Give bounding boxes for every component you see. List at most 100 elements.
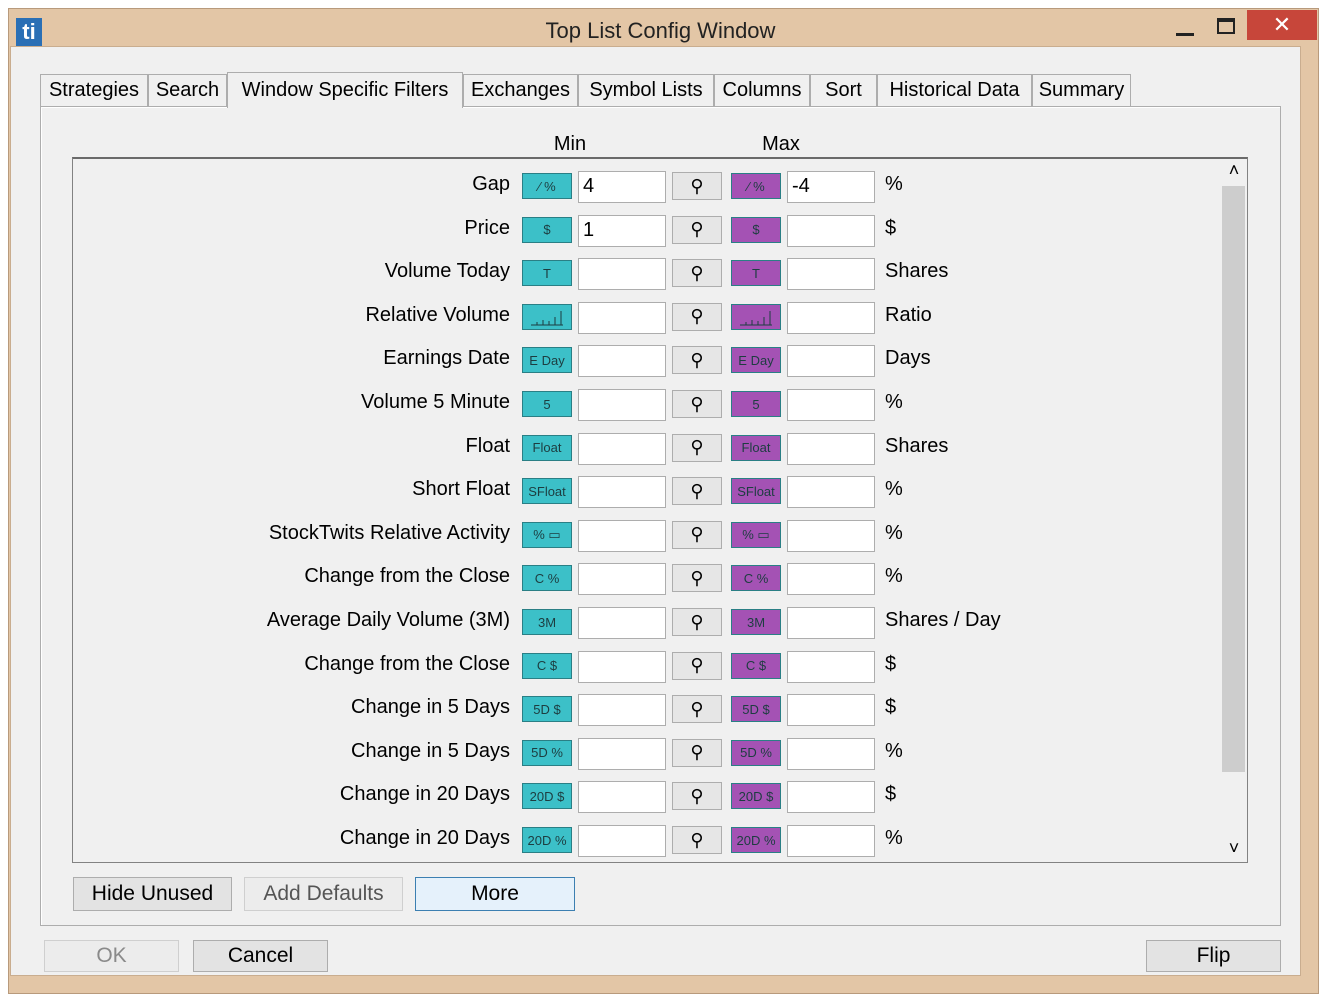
close-button[interactable]: ✕ [1247,10,1317,40]
search-button[interactable]: ⚲ [672,215,722,244]
max-icon[interactable]: 5D $ [731,696,781,723]
max-input[interactable] [787,345,875,378]
min-icon[interactable]: Float [522,434,572,461]
tab[interactable]: Symbol Lists [578,74,714,106]
max-input[interactable] [787,389,875,421]
tab[interactable]: Historical Data [877,74,1032,106]
max-icon[interactable]: 20D % [731,827,781,853]
max-icon[interactable]: 5D % [731,739,781,766]
max-icon[interactable] [731,303,781,330]
max-icon[interactable]: C $ [731,652,781,679]
max-icon[interactable]: E Day [731,347,781,374]
search-button[interactable]: ⚲ [672,477,722,506]
max-input[interactable] [787,737,875,770]
min-input[interactable] [578,563,666,596]
maximize-button[interactable] [1217,18,1235,34]
search-button[interactable]: ⚲ [672,259,722,288]
max-icon[interactable]: SFloat [731,478,781,505]
max-icon[interactable]: 5 [731,391,781,417]
min-input[interactable] [578,476,666,509]
max-icon[interactable]: Float [731,434,781,461]
flip-button[interactable]: Flip [1146,940,1281,972]
min-input[interactable] [578,825,666,857]
max-input[interactable] [787,519,875,552]
min-input[interactable] [578,389,666,421]
min-input[interactable] [578,432,666,465]
max-icon[interactable]: ⁄ % [731,173,781,199]
min-icon[interactable]: 5D % [522,739,572,766]
min-input[interactable] [578,781,666,814]
max-input[interactable] [787,781,875,814]
max-icon[interactable]: % ▭ [731,521,781,548]
max-icon[interactable]: 3M [731,609,781,635]
min-icon[interactable]: T [522,260,572,287]
search-button[interactable]: ⚲ [672,651,722,680]
search-button[interactable]: ⚲ [672,608,722,636]
search-button[interactable]: ⚲ [672,346,722,375]
min-icon[interactable]: 20D % [522,827,572,853]
max-input[interactable] [787,301,875,334]
max-input[interactable] [787,214,875,247]
min-icon[interactable] [522,303,572,330]
min-input[interactable] [578,650,666,683]
min-icon[interactable]: SFloat [522,478,572,505]
max-input[interactable] [787,694,875,727]
min-input[interactable] [578,345,666,378]
scroll-up[interactable]: ˄ [1228,160,1240,180]
cancel-button[interactable]: Cancel [193,940,328,972]
search-button[interactable]: ⚲ [672,302,722,331]
tab[interactable]: Summary [1032,74,1131,106]
max-input[interactable] [787,650,875,683]
min-icon[interactable]: 20D $ [522,783,572,810]
max-input[interactable] [787,607,875,639]
search-button[interactable]: ⚲ [672,172,722,200]
min-input[interactable] [578,737,666,770]
min-icon[interactable]: C $ [522,652,572,679]
search-button[interactable]: ⚲ [672,695,722,724]
tab[interactable]: Search [148,74,227,106]
max-input[interactable] [787,563,875,596]
tab-selected[interactable]: Window Specific Filters [227,72,463,108]
min-icon[interactable]: 5 [522,391,572,417]
min-icon[interactable]: $ [522,216,572,243]
scrollbar-thumb[interactable] [1222,186,1245,772]
tab[interactable]: Strategies [40,74,148,106]
max-input[interactable] [787,476,875,509]
tab[interactable]: Exchanges [463,74,578,106]
max-icon[interactable]: C % [731,565,781,592]
max-input[interactable]: -4 [787,171,875,203]
min-icon[interactable]: C % [522,565,572,592]
max-icon[interactable]: 20D $ [731,783,781,810]
search-button[interactable]: ⚲ [672,564,722,593]
max-input[interactable] [787,432,875,465]
min-icon[interactable]: 5D $ [522,696,572,723]
more-button[interactable]: More [415,877,575,911]
max-icon[interactable]: T [731,260,781,287]
search-button[interactable]: ⚲ [672,520,722,549]
min-icon[interactable]: E Day [522,347,572,374]
min-icon[interactable]: ⁄ % [522,173,572,199]
min-icon[interactable]: % ▭ [522,521,572,548]
ok-button[interactable]: OK [44,940,179,972]
min-input[interactable]: 1 [578,214,666,247]
search-button[interactable]: ⚲ [672,433,722,462]
min-input[interactable] [578,258,666,291]
min-icon[interactable]: 3M [522,609,572,635]
max-icon[interactable]: $ [731,216,781,243]
hide-unused-button[interactable]: Hide Unused [73,877,232,911]
search-button[interactable]: ⚲ [672,390,722,418]
search-button[interactable]: ⚲ [672,782,722,811]
search-button[interactable]: ⚲ [672,738,722,767]
min-input[interactable] [578,301,666,334]
scroll-down[interactable]: ˅ [1228,838,1240,858]
min-input[interactable] [578,694,666,727]
max-input[interactable] [787,825,875,857]
min-input[interactable] [578,607,666,639]
add-defaults-button[interactable]: Add Defaults [244,877,403,911]
tab[interactable]: Sort [810,74,877,106]
min-input[interactable] [578,519,666,552]
max-input[interactable] [787,258,875,291]
min-input[interactable]: 4 [578,171,666,203]
tab[interactable]: Columns [714,74,810,106]
minimize-button[interactable] [1176,33,1194,36]
